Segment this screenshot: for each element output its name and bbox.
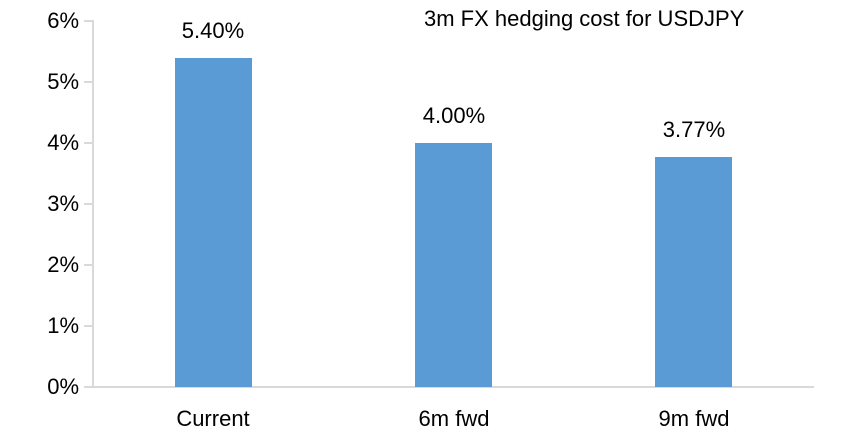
y-axis-tick-label: 1% [47, 313, 79, 338]
y-axis-tick [84, 142, 93, 144]
bar-9m-fwd [655, 157, 732, 387]
y-axis-tick [84, 20, 93, 22]
y-axis-tick [84, 325, 93, 327]
y-axis-tick-label: 3% [47, 191, 79, 216]
y-axis-line [92, 20, 94, 388]
y-axis-tick-label: 4% [47, 130, 79, 155]
y-axis-tick [84, 264, 93, 266]
y-axis-tick-label: 0% [47, 374, 79, 399]
bar-value-label: 5.40% [181, 18, 245, 43]
y-axis-tick-label: 5% [47, 69, 79, 94]
x-axis-line [92, 386, 814, 388]
x-axis-category-label: 9m fwd [658, 406, 730, 431]
y-axis-tick-label: 2% [47, 252, 79, 277]
chart-title: 3m FX hedging cost for USDJPY [424, 6, 745, 31]
y-axis-tick [84, 203, 93, 205]
bar-6m-fwd [415, 143, 492, 387]
bar-current [175, 58, 252, 387]
y-axis-tick [84, 386, 93, 388]
y-axis-tick [84, 81, 93, 83]
x-axis-category-label: Current [176, 406, 250, 431]
bar-value-label: 3.77% [662, 117, 726, 142]
x-axis-category-label: 6m fwd [418, 406, 490, 431]
bar-value-label: 4.00% [422, 103, 486, 128]
y-axis-tick-label: 6% [47, 8, 79, 33]
